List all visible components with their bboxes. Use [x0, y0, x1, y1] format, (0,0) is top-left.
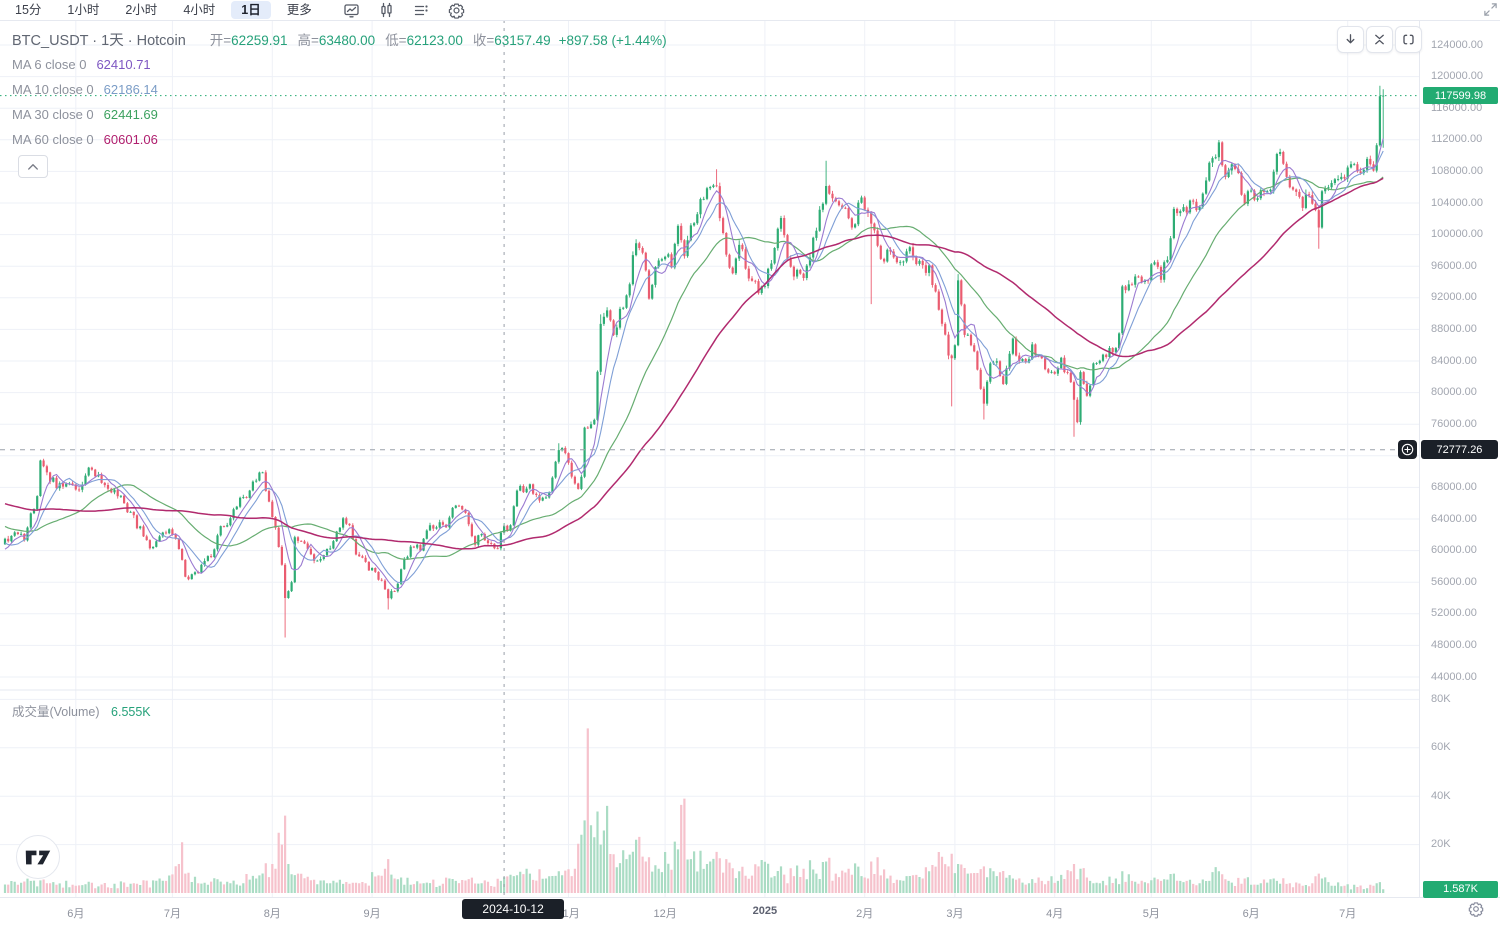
price-tick-label: 100000.00 — [1431, 228, 1483, 241]
chevron-up-icon — [28, 164, 38, 170]
ma-label: MA 30 close 0 — [12, 107, 94, 122]
time-tick-label: 3月 — [946, 908, 964, 920]
price-tick-label: 84000.00 — [1431, 354, 1477, 367]
ma-label: MA 10 close 0 — [12, 82, 94, 97]
symbol-header: BTC_USDT · 1天 · Hotcoin 开=62259.91 高=6348… — [12, 29, 667, 50]
chart-layout-icon[interactable] — [343, 2, 360, 19]
interval-button-1小时[interactable]: 1小时 — [67, 3, 100, 17]
collapse-pane-button[interactable] — [1366, 26, 1393, 53]
price-tick-label: 116000.00 — [1431, 101, 1483, 114]
volume-tick-label: 40K — [1431, 789, 1451, 802]
interval-button-15分[interactable]: 15分 — [15, 3, 42, 17]
time-axis[interactable]: 6月 7月 8月 9月 11月 12月 2025 2月 3月 4月 5月 6月 7月 — [0, 897, 1500, 927]
ma-legend-row-1[interactable]: MA 6 close 0 62410.71 — [12, 57, 151, 72]
indicator-list-icon[interactable] — [413, 2, 430, 19]
interval-button-4小时[interactable]: 4小时 — [183, 3, 216, 17]
interval-toolbar: 15分 1小时 2小时 4小时 1日 更多 — [0, 0, 1500, 21]
time-tick-label: 7月 — [1339, 908, 1357, 920]
ohlc-field-label: 低= — [385, 33, 407, 48]
price-tick-label: 44000.00 — [1431, 670, 1477, 683]
time-tick-label: 4月 — [1046, 908, 1064, 920]
crosshair-plus-button[interactable] — [1398, 440, 1417, 460]
ohlc-field-label: 开= — [209, 33, 232, 48]
price-tick-label: 56000.00 — [1431, 575, 1477, 588]
time-tick-label: 9月 — [363, 908, 381, 920]
ohlc-field-value: 63480.00 — [318, 33, 376, 48]
collapse-vertical-icon — [1375, 34, 1384, 45]
crosshair-price-badge: 72777.26 — [1421, 440, 1498, 460]
price-tick-label: 92000.00 — [1431, 291, 1477, 304]
settings-gear-icon[interactable] — [448, 2, 465, 19]
price-tick-label: 96000.00 — [1431, 259, 1477, 272]
time-tick-label: 8月 — [263, 908, 281, 920]
price-tick-label: 108000.00 — [1431, 164, 1483, 177]
price-tick-label: 88000.00 — [1431, 322, 1477, 335]
arrow-down-icon — [1346, 34, 1355, 44]
plus-circle-icon — [1401, 443, 1414, 456]
volume-tick-label: 80K — [1431, 692, 1451, 705]
price-change: +897.58 (+1.44%) — [558, 33, 667, 48]
ma-legend-row-4[interactable]: MA 60 close 0 60601.06 — [12, 132, 158, 147]
ohlc-field-value: 62123.00 — [406, 33, 463, 48]
price-tick-label: 76000.00 — [1431, 417, 1477, 430]
ma-value: 60601.06 — [103, 132, 158, 147]
interval-button-更多[interactable]: 更多 — [286, 3, 312, 17]
price-tick-label: 124000.00 — [1431, 38, 1483, 51]
time-tick-label: 6月 — [67, 908, 85, 920]
time-tick-label: 2月 — [856, 908, 874, 920]
ohlc-field-value: 63157.49 — [494, 33, 551, 48]
volume-value: 6.555K — [111, 705, 151, 719]
reset-view-button[interactable] — [1395, 26, 1422, 53]
price-tick-label: 68000.00 — [1431, 480, 1477, 493]
last-volume-badge: 1.587K — [1423, 880, 1498, 898]
ma-label: MA 6 close 0 — [12, 57, 87, 72]
crosshair-date-badge: 2024-10-12 — [462, 899, 565, 919]
expand-window-icon[interactable] — [1483, 2, 1498, 22]
volume-legend: 成交量(Volume) 6.555K — [12, 701, 151, 720]
symbol-title[interactable]: BTC_USDT · 1天 · Hotcoin — [12, 33, 186, 49]
price-tick-label: 120000.00 — [1431, 70, 1483, 83]
toolbar-icons — [325, 2, 465, 19]
price-tick-label: 64000.00 — [1431, 512, 1477, 525]
time-tick-label: 6月 — [1242, 908, 1260, 920]
interval-buttons: 15分 1小时 2小时 4小时 1日 更多 — [2, 1, 325, 19]
current-price-badge: 117599.98 — [1423, 87, 1498, 105]
time-tick-label: 12月 — [653, 908, 677, 920]
ma-value: 62410.71 — [96, 57, 151, 72]
volume-tick-label: 20K — [1431, 838, 1451, 851]
volume-label: 成交量(Volume) — [12, 705, 100, 719]
time-axis-settings-gear-icon[interactable] — [1468, 901, 1484, 922]
price-tick-label: 80000.00 — [1431, 386, 1477, 399]
interval-button-1日[interactable]: 1日 — [231, 1, 271, 19]
ma-value: 62441.69 — [103, 107, 158, 122]
ma-value: 62186.14 — [103, 82, 158, 97]
price-tick-label: 104000.00 — [1431, 196, 1483, 209]
time-tick-label: 5月 — [1142, 908, 1160, 920]
price-tick-label: 112000.00 — [1431, 133, 1483, 146]
price-tick-label: 52000.00 — [1431, 607, 1477, 620]
scroll-to-latest-button[interactable] — [1337, 26, 1364, 53]
tradingview-mark-icon — [25, 850, 51, 864]
ma-label: MA 60 close 0 — [12, 132, 94, 147]
ohlc-fields: 开=62259.91 高=63480.00 低=62123.00 收=63157.49 — [200, 29, 551, 49]
time-tick-label: 7月 — [163, 908, 181, 920]
tradingview-logo[interactable] — [16, 835, 60, 879]
volume-tick-label: 60K — [1431, 741, 1451, 754]
candlestick-style-icon[interactable] — [378, 2, 395, 19]
ohlc-field-value: 62259.91 — [231, 33, 288, 48]
ohlc-field-label: 收= — [472, 33, 495, 48]
ma-legend-row-2[interactable]: MA 10 close 0 62186.14 — [12, 82, 158, 97]
time-tick-label: 2025 — [752, 905, 778, 917]
price-tick-label: 60000.00 — [1431, 544, 1477, 557]
ma-legend-row-3[interactable]: MA 30 close 0 62441.69 — [12, 107, 158, 122]
interval-button-2小时[interactable]: 2小时 — [125, 3, 158, 17]
ohlc-field-label: 高= — [297, 33, 319, 48]
frame-brackets-icon — [1403, 34, 1414, 45]
price-tick-label: 48000.00 — [1431, 638, 1477, 651]
legend-collapse-button[interactable] — [18, 155, 48, 178]
